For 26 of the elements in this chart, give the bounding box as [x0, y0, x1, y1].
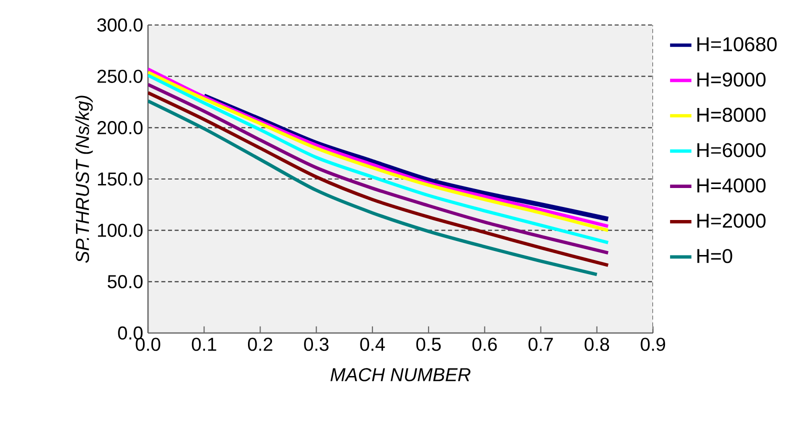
- legend-label: H=9000: [697, 72, 766, 87]
- x-tick-label: 0.4: [360, 338, 385, 351]
- legend-label: H=0: [697, 248, 732, 264]
- y-tick-label: 300.0: [97, 18, 143, 32]
- y-tick-label: 100.0: [98, 224, 143, 237]
- legend-label: H=8000: [697, 108, 766, 122]
- x-tick-label: 0.7: [528, 338, 553, 351]
- x-axis-title: MACH NUMBER: [330, 368, 470, 382]
- x-tick-label: 0.2: [248, 338, 272, 351]
- y-tick-label: 250.0: [98, 70, 143, 83]
- y-tick-label: 50.0: [108, 275, 143, 288]
- x-tick-label: 0.6: [472, 338, 497, 351]
- legend-label: H=10680: [697, 37, 777, 52]
- x-tick-label: 0.1: [192, 338, 216, 351]
- y-tick-label: 0.0: [118, 326, 143, 340]
- legend-label: H=6000: [697, 143, 766, 158]
- x-tick-label: 0.0: [136, 338, 160, 351]
- x-tick-label: 0.3: [304, 338, 328, 351]
- x-tick-label: 0.9: [640, 338, 666, 351]
- y-tick-label: 150.0: [98, 172, 143, 186]
- legend-label: H=4000: [697, 178, 766, 193]
- x-tick-label: 0.5: [416, 338, 441, 351]
- x-tick-label: 0.8: [584, 338, 610, 351]
- y-tick-label: 200.0: [98, 121, 143, 134]
- y-axis-title: SP.THRUST (Ns/kg): [75, 96, 93, 263]
- legend-label: H=2000: [697, 214, 766, 228]
